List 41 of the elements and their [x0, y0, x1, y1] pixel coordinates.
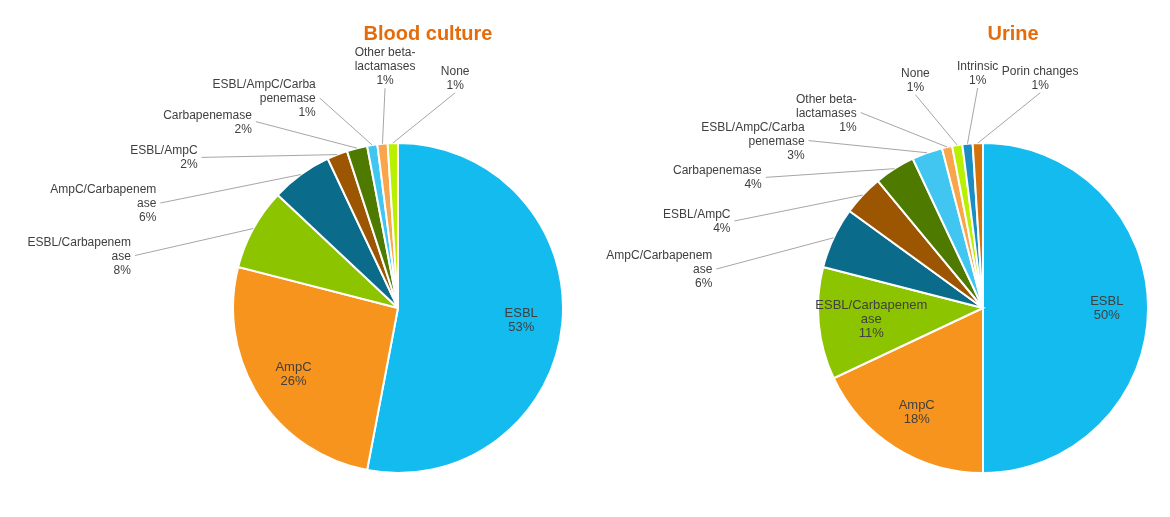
data-label: 1%	[968, 73, 987, 88]
data-label: 1%	[839, 119, 858, 134]
slice-label: AmpC/Carbapenemase	[50, 182, 157, 211]
data-label: 53%	[508, 318, 535, 334]
slice-label: Carbapenemase	[163, 107, 253, 122]
data-label: 1%	[906, 79, 925, 94]
slice-label: ESBL	[504, 304, 538, 320]
slice-label: None	[440, 63, 470, 78]
data-label: 11%	[858, 324, 885, 340]
chart-title: Urine	[987, 22, 1039, 44]
chart-title: Blood culture	[363, 22, 493, 44]
data-label: 1%	[298, 105, 317, 120]
data-label: 1%	[446, 77, 465, 92]
slice-label: Intrinsic	[956, 59, 999, 74]
slice-label: Carbapenemase	[673, 163, 763, 178]
slice-label: ESBL/AmpC	[130, 143, 198, 158]
slice-label: AmpC	[275, 359, 312, 375]
data-label: 4%	[713, 220, 731, 235]
data-label: 8%	[113, 262, 132, 277]
data-label: 3%	[787, 147, 805, 162]
slice-label: Other beta-lactamases	[795, 91, 857, 120]
data-label: 4%	[744, 177, 763, 192]
data-label: 2%	[234, 121, 253, 136]
slice-label: ESBL	[1090, 293, 1124, 308]
slice-label: ESBL/AmpC	[663, 206, 731, 221]
data-label: 2%	[180, 157, 198, 172]
slice-label: ESBL/Carbapenemase	[27, 234, 132, 263]
data-label: 18%	[903, 411, 931, 427]
slice-label: AmpC	[898, 397, 935, 413]
data-label: 6%	[138, 210, 157, 225]
data-label: 50%	[1093, 307, 1121, 322]
slice-label: Porin changes	[1001, 63, 1079, 78]
data-label: 26%	[280, 373, 307, 389]
slice-label: ESBL/AmpC/Carbapenemase	[212, 77, 317, 106]
slice-label: Other beta-lactamases	[354, 45, 416, 74]
data-label: 1%	[376, 73, 395, 88]
slice-label: ESBL/AmpC/Carbapenemase	[701, 119, 805, 148]
data-label: 1%	[1031, 77, 1050, 92]
slice-label: None	[901, 65, 931, 80]
data-label: 6%	[695, 276, 713, 291]
slice-label: AmpC/Carbapenemase	[606, 248, 713, 277]
